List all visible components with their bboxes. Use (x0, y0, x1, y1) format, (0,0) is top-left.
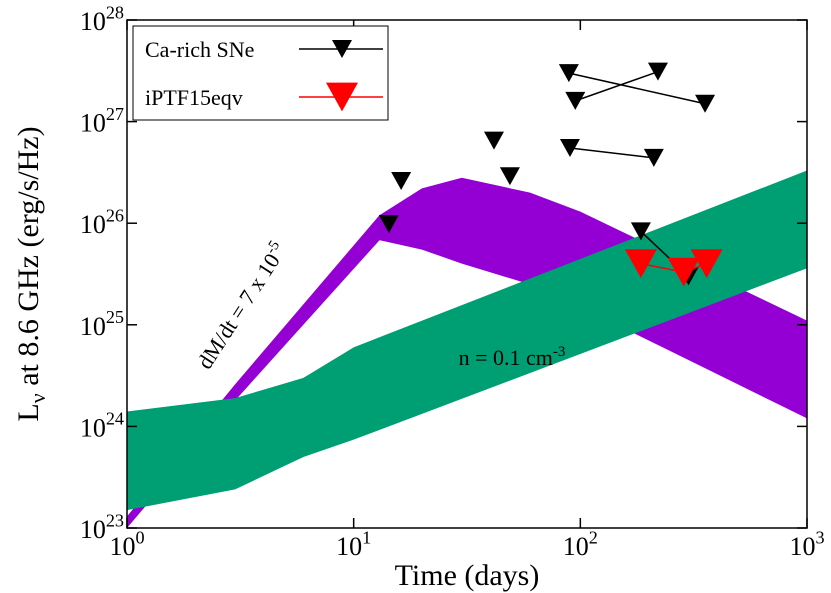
annotation-text: n = 0.1 cm (459, 345, 553, 370)
y-tick-label-base: 10 (80, 210, 106, 239)
y-axis-label: Lν at 8.6 GHz (erg/s/Hz) (12, 126, 50, 421)
y-tick-label: 1028 (80, 2, 124, 36)
x-tick-label-exp: 0 (135, 527, 144, 547)
overlay: 100 101 102 103102310241025102610271028Time… (12, 2, 825, 592)
y-tick-label-base: 10 (80, 413, 106, 442)
marker (483, 131, 504, 150)
legend-label: Ca-rich SNe (145, 37, 254, 62)
annotation: n = 0.1 cm-3 (459, 344, 566, 370)
x-tick-label: 101 (336, 527, 371, 561)
marker (565, 91, 586, 110)
y-tick-label-exp: 25 (106, 307, 124, 327)
marker (667, 257, 700, 287)
y-tick-label-base: 10 (80, 7, 106, 36)
x-tick-label: 102 (563, 527, 598, 561)
plot-frame (126, 19, 808, 529)
track-line (569, 147, 654, 159)
plot-area (127, 62, 807, 528)
y-tick-label: 1026 (80, 206, 124, 240)
y-tick-label-exp: 23 (106, 510, 124, 530)
y-tick-label-exp: 28 (106, 2, 124, 22)
marker (630, 222, 651, 241)
x-tick-label-exp: 3 (815, 527, 824, 547)
y-tick-label-base: 10 (80, 312, 106, 341)
x-axis-label: Time (days) (395, 559, 540, 592)
marker (378, 215, 399, 234)
y-label-sub: ν (25, 393, 50, 403)
marker (558, 64, 579, 83)
legend-label: iPTF15eqv (145, 85, 243, 110)
y-tick-label: 1023 (80, 510, 124, 544)
marker (559, 138, 580, 157)
y-tick-label: 1027 (80, 104, 124, 138)
x-tick-label-exp: 1 (362, 527, 371, 547)
marker (690, 249, 723, 279)
marker (391, 172, 412, 191)
marker (647, 62, 668, 81)
x-tick-label: 100 (109, 527, 144, 561)
track-line (568, 72, 706, 105)
y-tick-label-exp: 26 (106, 206, 124, 226)
legend-marker (326, 82, 358, 112)
y-tick-label-exp: 27 (106, 104, 124, 124)
y-tick-label-base: 10 (80, 515, 106, 544)
x-tick-label-base: 10 (563, 532, 589, 561)
marker (695, 94, 716, 113)
x-tick-label-base: 10 (336, 532, 362, 561)
x-tick-label: 103 (789, 527, 824, 561)
track-line (575, 70, 659, 102)
marker (643, 148, 664, 167)
x-tick-label-base: 10 (789, 532, 815, 561)
x-tick-label-base: 10 (109, 532, 135, 561)
y-label-main: L (12, 403, 45, 421)
y-tick-label-exp: 24 (106, 409, 124, 429)
annotation-exp: -3 (553, 344, 566, 360)
y-label-rest: at 8.6 GHz (erg/s/Hz) (12, 126, 45, 393)
y-tick-label-base: 10 (80, 109, 106, 138)
y-tick-label: 1025 (80, 307, 124, 341)
y-tick-label: 1024 (80, 409, 124, 443)
marker (624, 249, 657, 279)
legend-marker (332, 40, 352, 58)
x-tick-label-exp: 2 (589, 527, 598, 547)
marker (499, 167, 520, 186)
